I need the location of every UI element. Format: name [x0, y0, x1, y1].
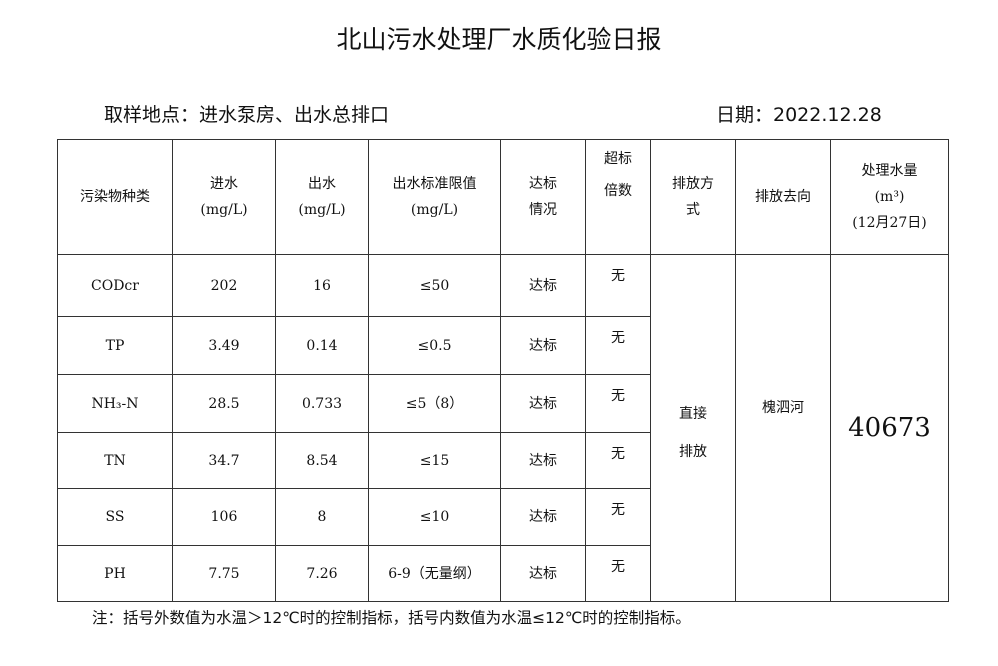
cell-in: 106 [172, 488, 276, 546]
cell-name: CODcr [57, 254, 173, 317]
table-row: CODcr 202 16 ≤50 达标无直接 排放 槐泗河 40673 [57, 254, 949, 602]
cell-in: 7.75 [172, 545, 276, 602]
table-row: PH 7.75 7.26 6-9（无量纲） 达标无 [57, 545, 949, 602]
footnote: 注：括号外数值为水温＞12℃时的控制指标，括号内数值为水温≤12℃时的控制指标。 [92, 609, 691, 627]
cell-out: 8.54 [275, 432, 369, 489]
treated-volume: 40673 [830, 254, 949, 602]
sampling-location: 取样地点：进水泵房、出水总排口 [104, 104, 390, 126]
header-volume-unit: (m³) [874, 189, 905, 205]
header-volume-label: 处理水量 [861, 163, 918, 179]
cell-limit: ≤50 [368, 254, 501, 317]
table-row: SS 106 8 ≤10 达标无 [57, 488, 949, 546]
cell-out: 8 [275, 488, 369, 546]
header-limit: 出水标准限值 (mg/L) [368, 139, 501, 255]
cell-out: 7.26 [275, 545, 369, 602]
cell-status: 达标 [500, 316, 586, 375]
discharge-method-2: 排放 [679, 444, 707, 460]
header-exceed-1: 超标 [604, 151, 632, 167]
cell-status: 达标 [500, 254, 586, 317]
cell-limit: 6-9（无量纲） [368, 545, 501, 602]
header-limit-unit: (mg/L) [410, 202, 459, 218]
cell-name: SS [57, 488, 173, 546]
discharge-method-1: 直接 [679, 406, 707, 422]
cell-out: 0.733 [275, 374, 369, 433]
header-limit-label: 出水标准限值 [392, 176, 477, 192]
cell-status: 达标 [500, 432, 586, 489]
cell-exceed: 无 [585, 432, 651, 489]
cell-limit: ≤5（8） [368, 374, 501, 433]
header-volume-date: (12月27日) [852, 215, 927, 231]
header-effluent-unit: (mg/L) [298, 202, 346, 218]
header-discharge-dest: 排放去向 [735, 139, 831, 255]
header-influent-unit: (mg/L) [200, 202, 248, 218]
cell-name: TP [57, 316, 173, 375]
header-discharge-method: 排放方式 [650, 139, 736, 255]
cell-in: 3.49 [172, 316, 276, 375]
header-compliance-2: 情况 [529, 202, 557, 218]
header-effluent: 出水 (mg/L) [275, 139, 369, 255]
cell-limit: ≤10 [368, 488, 501, 546]
discharge-method: 直接 排放 [650, 254, 736, 602]
header-row: 污染物种类 进水 (mg/L) 出水 (mg/L) 出水标准限值 (mg/L) 达标情… [57, 139, 949, 255]
cell-name: PH [57, 545, 173, 602]
cell-exceed: 无 [585, 316, 651, 375]
cell-name: TN [57, 432, 173, 489]
header-influent: 进水 (mg/L) [172, 139, 276, 255]
table-row: TP 3.49 0.14 ≤0.5 达标无 [57, 316, 949, 375]
cell-in: 34.7 [172, 432, 276, 489]
cell-limit: ≤15 [368, 432, 501, 489]
cell-name: NH₃-N [57, 374, 173, 433]
cell-out: 16 [275, 254, 369, 317]
cell-status: 达标 [500, 374, 586, 433]
cell-exceed: 无 [585, 374, 651, 433]
cell-status: 达标 [500, 488, 586, 546]
cell-exceed: 无 [585, 488, 651, 546]
table-row: NH₃-N 28.5 0.733 ≤5（8） 达标无 [57, 374, 949, 433]
table-row: TN 34.7 8.54 ≤15 达标无 [57, 432, 949, 489]
discharge-destination: 槐泗河 [735, 254, 831, 602]
cell-in: 28.5 [172, 374, 276, 433]
header-method-1: 排放方 [672, 176, 714, 192]
header-method-2: 式 [686, 202, 700, 218]
cell-out: 0.14 [275, 316, 369, 375]
report-title: 北山污水处理厂水质化验日报 [336, 25, 662, 54]
cell-exceed: 无 [585, 254, 651, 317]
header-compliance-1: 达标 [529, 176, 557, 192]
cell-limit: ≤0.5 [368, 316, 501, 375]
cell-in: 202 [172, 254, 276, 317]
header-volume: 处理水量 (m³) (12月27日) [830, 139, 949, 255]
report-date: 日期：2022.12.28 [716, 104, 882, 126]
cell-exceed: 无 [585, 545, 651, 602]
header-exceed: 超标 倍数 [585, 139, 651, 255]
water-quality-table: 污染物种类 进水 (mg/L) 出水 (mg/L) 出水标准限值 (mg/L) 达标情… [57, 139, 949, 602]
cell-status: 达标 [500, 545, 586, 602]
header-effluent-label: 出水 [308, 176, 336, 192]
header-influent-label: 进水 [210, 176, 238, 192]
header-compliance: 达标 情况 [500, 139, 586, 255]
header-pollutant: 污染物种类 [57, 139, 173, 255]
header-exceed-2: 倍数 [604, 183, 632, 199]
